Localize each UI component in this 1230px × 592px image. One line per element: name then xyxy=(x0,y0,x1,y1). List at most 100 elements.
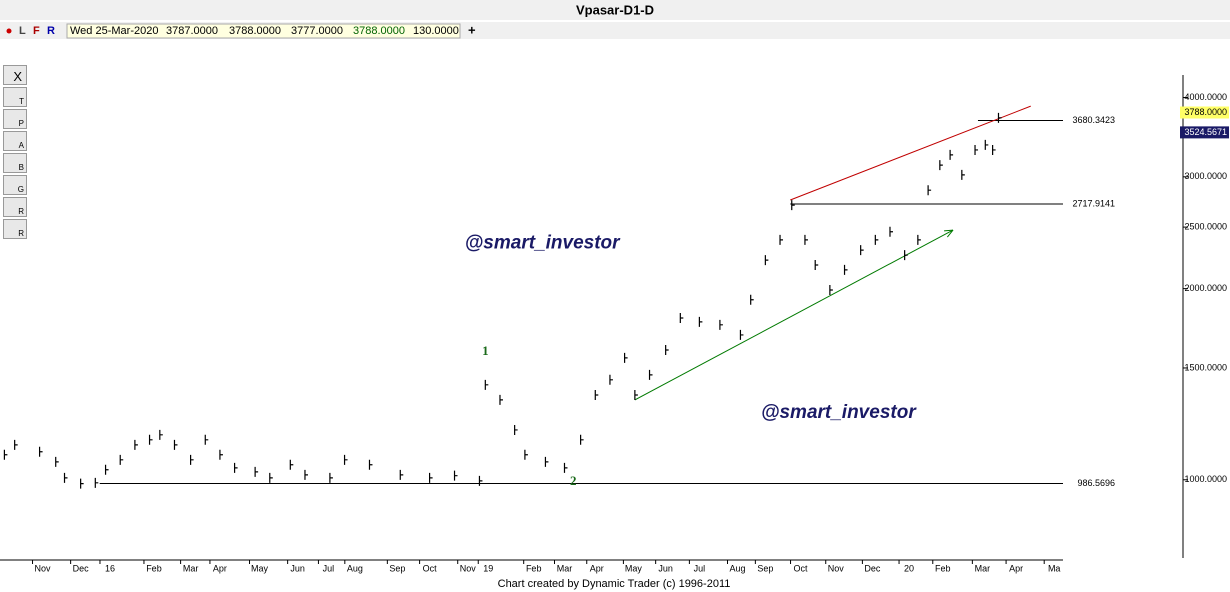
x-tick-label: Oct xyxy=(423,563,438,573)
x-tick-label: Jul xyxy=(694,563,706,573)
x-tick-label: Feb xyxy=(526,563,542,573)
y-tick-label: 2000.0000 xyxy=(1184,283,1227,293)
tool-label: T xyxy=(19,97,24,106)
price-bar xyxy=(974,144,979,155)
price-bar xyxy=(304,469,308,480)
price-bar xyxy=(814,259,819,270)
flag[interactable]: R xyxy=(47,25,55,37)
price-bar xyxy=(514,424,518,435)
price-bar xyxy=(764,255,769,266)
x-tick-label: Aug xyxy=(729,563,745,573)
tool-button[interactable]: B xyxy=(3,153,27,173)
price-bar xyxy=(134,439,138,450)
wave-label: 2 xyxy=(570,473,577,488)
price-bar xyxy=(289,459,294,470)
info-open: 3787.0000 xyxy=(166,25,218,37)
price-bar xyxy=(368,459,373,470)
price-tag-label: 3788.0000 xyxy=(1184,107,1227,117)
x-tick-label: Dec xyxy=(73,563,90,573)
tool-button[interactable]: P xyxy=(3,109,27,129)
price-tag xyxy=(1180,106,1229,119)
tool-label: R xyxy=(18,207,24,216)
x-tick-label: May xyxy=(251,563,269,573)
price-bar xyxy=(269,472,273,483)
info-box xyxy=(66,23,461,39)
x-tick-label: Oct xyxy=(794,563,809,573)
tool-button[interactable]: X xyxy=(3,65,27,85)
price-bar xyxy=(779,234,784,245)
price-bar xyxy=(665,344,669,355)
price-bar xyxy=(648,369,653,380)
x-tick-label: Feb xyxy=(935,563,951,573)
price-bar xyxy=(889,226,893,237)
add-button[interactable]: + xyxy=(468,22,476,37)
price-bar xyxy=(80,478,84,489)
x-tick-label: Mar xyxy=(557,563,573,573)
x-tick-label: Dec xyxy=(864,563,881,573)
price-bar xyxy=(204,434,209,445)
flag[interactable]: L xyxy=(19,25,26,37)
price-bar xyxy=(719,319,723,330)
price-bar xyxy=(698,316,703,327)
price-bar xyxy=(992,144,996,155)
record-dot[interactable] xyxy=(6,28,12,34)
tool-button[interactable]: G xyxy=(3,175,27,195)
price-bar xyxy=(829,285,833,296)
price-bar xyxy=(484,379,489,390)
price-bar xyxy=(63,472,68,483)
price-bar xyxy=(927,185,932,196)
price-bar xyxy=(233,462,238,473)
x-tick-label: Sep xyxy=(389,563,405,573)
level-label: 2717.9141 xyxy=(1072,198,1115,208)
info-close: 3788.0000 xyxy=(353,25,405,37)
flag[interactable]: F xyxy=(33,25,40,37)
tool-label: B xyxy=(18,163,24,172)
x-tick-label: Apr xyxy=(1009,563,1023,573)
trend-line xyxy=(634,229,954,401)
tool-label: P xyxy=(18,119,24,128)
x-tick-label: Jun xyxy=(658,563,673,573)
price-bar xyxy=(428,472,433,483)
chart-title: Vpasar-D1-D xyxy=(576,2,654,17)
price-bar xyxy=(38,446,43,457)
price-bar xyxy=(634,389,638,400)
tool-button[interactable]: T xyxy=(3,87,27,107)
tool-button[interactable]: A xyxy=(3,131,27,151)
x-tick-label: Nov xyxy=(460,563,477,573)
price-bar xyxy=(843,264,848,275)
footer: Chart created by Dynamic Trader (c) 1996… xyxy=(498,578,731,590)
info-high: 3788.0000 xyxy=(229,25,281,37)
price-bar xyxy=(874,234,879,245)
price-bar xyxy=(739,329,744,340)
price-bar xyxy=(997,112,1002,123)
price-bar xyxy=(917,234,921,245)
price-bar xyxy=(148,434,153,445)
price-bar xyxy=(173,439,178,450)
x-tick-label: Mar xyxy=(183,563,199,573)
x-tick-label: Nov xyxy=(828,563,845,573)
price-bar xyxy=(791,200,795,211)
y-tick-label: 1000.0000 xyxy=(1184,474,1227,484)
price-bar xyxy=(343,454,348,465)
price-bar xyxy=(55,456,59,467)
price-bar xyxy=(399,469,404,480)
info-date: Wed 25-Mar-2020 xyxy=(70,25,158,37)
watermark: @smart_investor xyxy=(465,233,621,254)
x-tick-label: Sep xyxy=(757,563,773,573)
price-bar xyxy=(961,169,965,180)
level-label: 986.5696 xyxy=(1077,478,1115,488)
x-tick-label: 16 xyxy=(105,563,115,573)
price-bar xyxy=(544,456,549,467)
x-tick-label: Feb xyxy=(146,563,162,573)
y-tick-label: 4000.0000 xyxy=(1184,92,1227,102)
price-bar xyxy=(609,374,613,385)
tool-button[interactable]: R xyxy=(3,197,27,217)
tool-button[interactable]: R xyxy=(3,219,27,239)
price-bar xyxy=(159,429,163,440)
tool-label: R xyxy=(18,229,24,238)
price-bar xyxy=(478,475,483,486)
trend-line xyxy=(790,105,1031,201)
title-bar xyxy=(0,0,1230,20)
